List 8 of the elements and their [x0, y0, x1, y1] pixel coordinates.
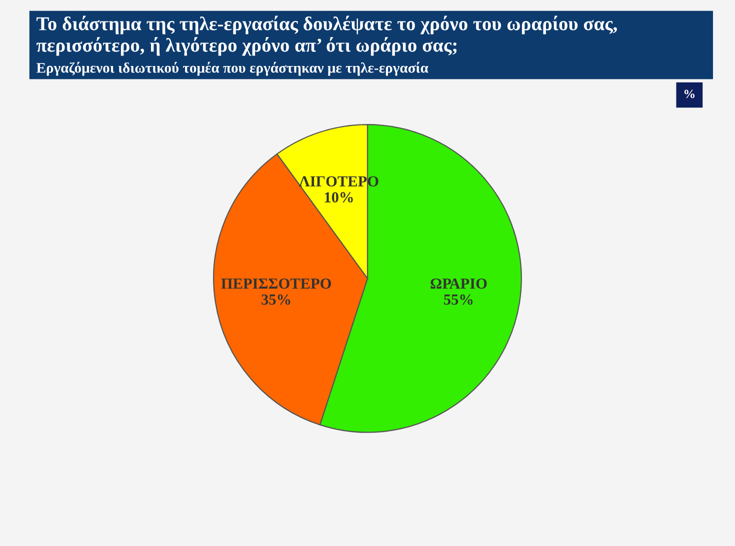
slice-label: ΠΕΡΙΣΣΟΤΕΡΟ: [221, 278, 331, 289]
slice-label: ΩΡΑΡΙΟ: [430, 278, 487, 289]
chart-title: Το διάστημα της τηλε-εργασίας δουλέψατε το χρόνο του ωραρίου σας, περισσότερο, ή λιγότερο χρόνο απ’ ότι ωράριο σας;: [36, 16, 617, 56]
text: %: [684, 90, 695, 98]
data-label: 55%: [444, 294, 473, 305]
data-label: 35%: [262, 294, 290, 305]
data-label: 10%: [324, 192, 353, 203]
chart-subtitle: Εργαζόμενοι ιδιωτικού τομέα που εργάστηκαν με τηλε-εργασία: [36, 62, 428, 76]
